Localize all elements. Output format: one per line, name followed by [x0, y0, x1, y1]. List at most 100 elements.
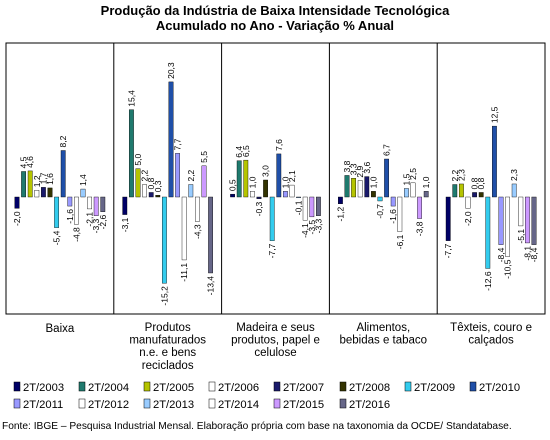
- bar: [511, 183, 517, 198]
- category-label: Produtos: [145, 322, 191, 334]
- bar: [87, 196, 93, 210]
- legend-swatch: [78, 381, 86, 392]
- data-label: 8,2: [58, 135, 68, 147]
- legend-label: 2T/2010: [479, 382, 520, 394]
- bar: [404, 188, 409, 198]
- bar: [309, 196, 315, 218]
- bar: [148, 192, 154, 198]
- data-label: 1,4: [78, 174, 88, 186]
- data-label: 5,5: [199, 151, 209, 163]
- data-label: -3,5: [307, 220, 317, 235]
- legend-swatch: [208, 398, 216, 409]
- data-label: 2,9: [355, 165, 365, 177]
- bar: [377, 196, 383, 202]
- data-label: 1,5: [401, 173, 411, 185]
- bar: [423, 191, 429, 198]
- data-label: 0,8: [470, 177, 480, 189]
- data-label: 2,2: [140, 169, 150, 181]
- data-label: 20,3: [166, 62, 176, 79]
- bar: [478, 192, 484, 198]
- data-label: 1,0: [280, 176, 290, 188]
- data-label: 0,5: [228, 179, 238, 191]
- category-label: bebidas e tabaco: [339, 335, 427, 347]
- bar: [80, 188, 86, 198]
- legend-swatch: [143, 398, 151, 409]
- data-label: 3,6: [362, 161, 372, 173]
- legend-label: 2T/2012: [88, 399, 129, 411]
- data-label: 0,8: [476, 177, 486, 189]
- category-label: reciclados: [142, 360, 194, 372]
- data-label: 6,7: [382, 144, 392, 156]
- data-label: -2,0: [463, 211, 473, 226]
- data-label: 5,0: [133, 154, 143, 166]
- bar: [67, 196, 73, 207]
- data-label: -1,2: [335, 207, 345, 222]
- chart-title-line-1: Produção da Indústria de Baixa Intensida…: [100, 3, 450, 18]
- legend-label: 2T/2014: [218, 399, 259, 411]
- legend-swatch: [469, 381, 477, 392]
- bar: [492, 125, 497, 198]
- bar: [263, 179, 268, 198]
- legend-label: 2T/2015: [283, 399, 324, 411]
- data-label: -11,1: [179, 263, 189, 282]
- data-label: -3,3: [313, 218, 323, 233]
- bar: [269, 196, 275, 241]
- legend-label: 2T/2007: [283, 382, 324, 394]
- bar: [249, 191, 255, 198]
- data-label: 2,3: [456, 169, 466, 181]
- data-label: 1,6: [45, 173, 55, 185]
- bar: [27, 170, 33, 198]
- data-label: 1,0: [247, 176, 257, 188]
- data-label: -1,6: [65, 209, 75, 224]
- bar: [357, 180, 363, 198]
- data-label: -3,8: [415, 221, 425, 236]
- bar: [73, 196, 79, 225]
- legend-label: 2T/2009: [414, 382, 455, 394]
- data-label: 3,3: [349, 163, 359, 175]
- bar: [128, 109, 134, 198]
- category-label: produtos, papel e: [231, 335, 320, 347]
- bar: [188, 184, 194, 198]
- data-label: 0,3: [153, 180, 163, 192]
- category-label: calçados: [468, 335, 514, 347]
- data-label: -7,7: [443, 243, 453, 258]
- category-label: celulose: [254, 347, 296, 359]
- bar: [472, 192, 477, 198]
- data-label: 1,7: [38, 172, 48, 184]
- bar: [34, 189, 40, 198]
- legend-label: 2T/2016: [349, 399, 390, 411]
- bar: [344, 175, 350, 198]
- data-label: -12,6: [483, 271, 493, 291]
- legend-label: 2T/2003: [23, 382, 64, 394]
- bar: [302, 196, 308, 221]
- bar: [256, 196, 262, 199]
- chart-title: Produção da Indústria de Baixa Intensida…: [0, 3, 550, 33]
- bar: [100, 196, 106, 212]
- data-label: 2,3: [509, 169, 519, 181]
- legend-swatch: [273, 381, 281, 392]
- bar: [498, 196, 504, 245]
- data-label: -8,4: [529, 247, 539, 262]
- source-note: Fonte: IBGE – Pesquisa Industrial Mensal…: [2, 421, 512, 432]
- bar: [283, 191, 288, 198]
- bar: [371, 191, 376, 198]
- plot-frame: [5, 42, 546, 315]
- legend-label: 2T/2008: [349, 382, 390, 394]
- data-label: -8,1: [522, 246, 532, 261]
- bar: [236, 160, 242, 198]
- bar: [289, 184, 295, 198]
- bar: [201, 165, 207, 198]
- data-label: -0,1: [294, 200, 304, 215]
- data-label: -3,3: [91, 218, 101, 233]
- bar: [243, 159, 249, 198]
- bar: [54, 196, 60, 228]
- legend-label: 2T/2011: [23, 399, 63, 411]
- bar: [452, 184, 458, 198]
- data-label: 2,2: [186, 169, 196, 181]
- data-label: 7,6: [274, 139, 284, 151]
- legend-swatch: [273, 398, 281, 409]
- bar: [390, 196, 396, 207]
- bar: [155, 195, 161, 198]
- data-label: -1,6: [388, 209, 398, 224]
